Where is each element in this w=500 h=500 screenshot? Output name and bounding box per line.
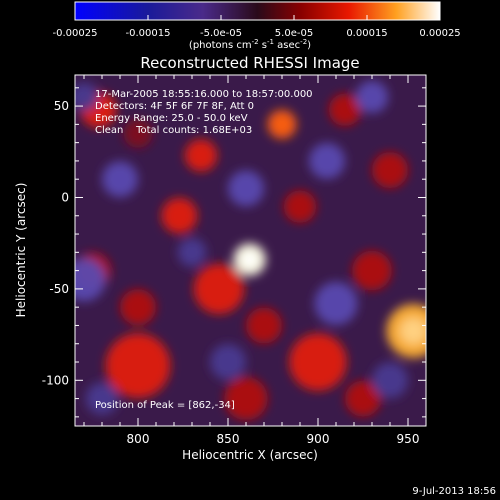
colorbar-tick-label: 0.00025: [419, 28, 460, 39]
intensity-blob: [289, 333, 347, 391]
y-axis-label: Heliocentric Y (arcsec): [14, 183, 28, 318]
annotation-energy: Energy Range: 25.0 - 50.0 keV: [95, 113, 248, 124]
intensity-blob: [372, 152, 408, 189]
plot-frame: [74, 74, 427, 427]
intensity-blob: [193, 263, 245, 315]
x-tick-label: 850: [217, 432, 240, 446]
intensity-blob: [105, 333, 171, 399]
intensity-blob: [328, 93, 362, 126]
colorbar-tick-label: -0.00025: [53, 28, 98, 39]
y-tick-label: -50: [49, 282, 69, 296]
intensity-blob: [161, 197, 198, 234]
annotation-time: 17-Mar-2005 18:55:16.000 to 18:57:00.000: [95, 89, 313, 100]
intensity-blob: [309, 142, 345, 179]
annotation-block: 17-Mar-2005 18:55:16.000 to 18:57:00.000…: [95, 89, 313, 136]
colorbar-tick-label: 5.0e-05: [275, 28, 313, 39]
intensity-blob: [228, 170, 264, 207]
intensity-blob: [210, 344, 246, 381]
intensity-blob: [184, 139, 218, 172]
annotation-counts: Clean Total counts: 1.68E+03: [95, 125, 252, 136]
intensity-blob: [123, 119, 153, 148]
intensity-blob: [355, 80, 389, 114]
intensity-blob: [345, 380, 381, 417]
intensity-blob: [177, 237, 207, 267]
colorbar-tick-label: 0.00015: [346, 28, 387, 39]
colorbar-units-label: (photons cm-2 s-1 asec-2): [189, 38, 311, 51]
intensity-blob: [120, 289, 156, 326]
intensity-blob: [75, 82, 99, 112]
intensity-blob: [75, 258, 106, 302]
axis-ticks: 800 850 900 950 50 0 -50 -100: [42, 75, 427, 446]
intensity-blob: [246, 307, 282, 344]
colorbar-tick-label: -0.00015: [126, 28, 171, 39]
y-tick-label: -100: [42, 373, 69, 387]
intensity-core: [399, 317, 426, 345]
y-tick-label: 0: [61, 190, 69, 204]
colorbar: [74, 1, 441, 21]
heatmap-area: [75, 75, 426, 426]
intensity-blob: [372, 362, 408, 399]
intensity-blob: [267, 109, 297, 139]
colorbar-ticks: -0.00025 -0.00015 -5.0e-05 5.0e-05 0.00015 0.…: [53, 15, 461, 39]
annotation-detectors: Detectors: 4F 5F 6F 7F 8F, Att 0: [95, 101, 254, 112]
chart-title: Reconstructed RHESSI Image: [140, 54, 359, 72]
y-tick-label: 50: [54, 99, 69, 113]
intensity-blob: [102, 161, 138, 198]
intensity-blob: [283, 190, 317, 223]
intensity-blob: [314, 281, 358, 326]
footer-date: 9-Jul-2013 18:56: [412, 486, 496, 497]
x-tick-label: 900: [307, 432, 330, 446]
intensity-core: [241, 251, 258, 268]
peak-position-label: Position of Peak = [862,-34]: [95, 400, 235, 411]
intensity-blob: [352, 250, 392, 291]
intensity-blob: [224, 376, 268, 421]
x-tick-label: 950: [397, 432, 420, 446]
colorbar-tick-label: -5.0e-05: [200, 28, 242, 39]
x-axis-label: Heliocentric X (arcsec): [182, 448, 318, 462]
x-tick-label: 800: [127, 432, 150, 446]
intensity-blob: [85, 382, 119, 415]
